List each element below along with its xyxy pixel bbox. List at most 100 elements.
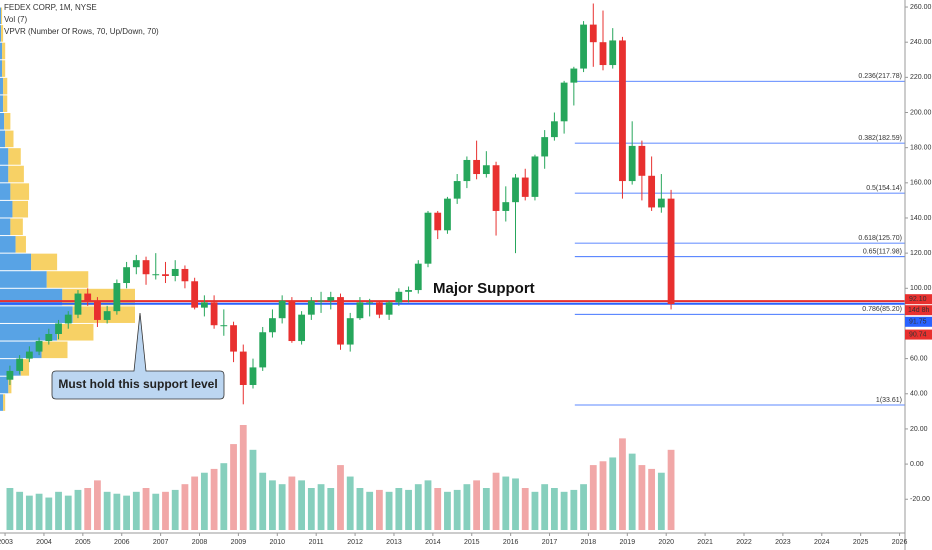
fib-label: 0.65(117.98) (863, 249, 902, 256)
volume-bar (599, 461, 607, 530)
price-tag (905, 316, 932, 327)
x-tick-label: 2003 (0, 539, 13, 546)
volume-bar (628, 453, 636, 530)
profile-up (0, 60, 3, 77)
candle-body (492, 165, 500, 211)
volume-bar (210, 468, 218, 530)
volume-bar (6, 488, 14, 530)
profile-up (0, 253, 32, 271)
profile-down (46, 271, 89, 288)
volume-bar (531, 491, 539, 530)
candle-body (94, 300, 101, 320)
x-tick-label: 2025 (853, 539, 869, 546)
profile-up (0, 7, 2, 25)
candle-body (560, 82, 568, 122)
volume-bar (220, 463, 228, 530)
profile-up (0, 113, 5, 130)
volume-bar (337, 465, 344, 530)
candle-body (327, 297, 335, 301)
profile-up (0, 200, 13, 218)
candle-body (521, 177, 529, 197)
profile-down (10, 218, 23, 236)
volume-bar (259, 472, 267, 530)
x-tick-label: 2018 (581, 539, 597, 546)
fib-label: 0.618(125.70) (858, 235, 902, 242)
x-tick-label: 2008 (192, 539, 208, 546)
volume-bar (84, 488, 92, 530)
candle-body (550, 121, 558, 138)
volume-bar (171, 489, 179, 530)
volume-bar (570, 489, 578, 530)
y-tick-label: 0.00 (910, 461, 924, 468)
profile-down (41, 341, 68, 359)
candle-body (375, 302, 383, 315)
volume-bar (317, 484, 325, 530)
volume-bar (269, 480, 276, 530)
candle-body (278, 300, 286, 319)
profile-up (0, 341, 42, 359)
y-tick-label: 100.00 (910, 285, 932, 292)
candle-body (502, 202, 510, 211)
volume-bar (191, 476, 199, 530)
profile-up (0, 306, 73, 323)
x-tick-label: 2023 (775, 539, 791, 546)
y-tick-label: 120.00 (910, 250, 932, 257)
volume-bar (424, 480, 432, 530)
candle-body (580, 24, 587, 69)
profile-up (0, 95, 4, 113)
y-tick-label: 160.00 (910, 180, 932, 187)
volume-bar (395, 488, 403, 530)
volume-bar (434, 488, 442, 530)
volume-bar (463, 484, 471, 530)
candle-body (269, 318, 276, 333)
candle-body (444, 198, 451, 231)
volume-bar (346, 476, 354, 530)
candle-body (132, 260, 140, 268)
indicator-label: Vol (7) (4, 15, 27, 24)
volume-bar (16, 491, 24, 530)
volume-bar (512, 478, 519, 530)
profile-up (0, 218, 11, 236)
price-tag-label: 90.74 (909, 331, 927, 338)
profile-up (0, 148, 9, 165)
volume-bar (230, 444, 237, 530)
candle-body (619, 40, 626, 182)
candle-body (356, 302, 364, 319)
x-tick-label: 2013 (386, 539, 402, 546)
candle-body (628, 145, 636, 182)
profile-up (0, 236, 16, 253)
price-tag (905, 329, 932, 340)
volume-bar (249, 449, 257, 530)
volume-bar (405, 489, 412, 530)
candle-body (259, 332, 267, 368)
y-tick-label: -20.00 (910, 496, 930, 503)
volume-bar (638, 465, 646, 530)
volume-bar (453, 489, 461, 530)
candle-body (599, 42, 607, 66)
callout-text: Must hold this support level (58, 377, 217, 391)
volume-bar (307, 488, 315, 530)
profile-down (3, 95, 8, 113)
profile-down (10, 183, 30, 200)
profile-down (8, 148, 21, 165)
candle-body (531, 156, 539, 197)
profile-up (0, 271, 47, 288)
x-tick-label: 2014 (425, 539, 441, 546)
volume-bar (541, 484, 549, 530)
volume-bar (366, 491, 374, 530)
candle-body (84, 293, 92, 301)
candle-body (152, 274, 160, 276)
candle-body (414, 263, 422, 291)
candle-body (434, 212, 442, 231)
candle-body (45, 334, 53, 342)
candle-body (103, 311, 111, 320)
volume-bar (589, 465, 597, 530)
volume-bar (278, 484, 286, 530)
x-tick-label: 2009 (231, 539, 247, 546)
candle-body (181, 268, 189, 282)
x-tick-label: 2004 (36, 539, 52, 546)
annotation: Major Support (433, 280, 535, 297)
volume-bar (25, 495, 33, 530)
volume-bar (667, 449, 675, 530)
candle-body (424, 212, 432, 264)
